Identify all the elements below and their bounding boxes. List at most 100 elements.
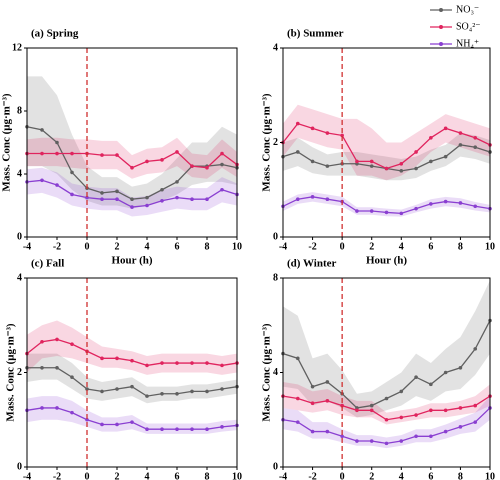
marker <box>100 356 104 361</box>
marker <box>310 126 315 131</box>
y-tick-label: 4 <box>273 42 278 53</box>
legend-label: SO₄²⁻ <box>456 21 481 32</box>
marker <box>399 389 404 394</box>
plot-frame <box>26 47 238 238</box>
marker <box>473 347 478 351</box>
marker <box>145 195 149 200</box>
marker <box>399 211 404 216</box>
marker <box>369 439 374 443</box>
marker <box>458 143 463 147</box>
marker <box>190 164 194 168</box>
marker <box>369 164 374 168</box>
marker <box>429 434 433 439</box>
x-tick-label: 4 <box>145 471 150 480</box>
y-tick-label: 0 <box>273 231 278 242</box>
marker <box>429 202 433 206</box>
marker <box>190 197 194 201</box>
legend-label: NH₄⁺ <box>456 38 479 49</box>
marker <box>100 153 104 157</box>
panel: 0 2 4 -4 -2 0 2 4 6 8 10 Hour (h) Mass. Conc (μg·m⁻³… <box>261 4 495 266</box>
marker <box>355 209 359 213</box>
marker <box>55 183 59 187</box>
marker <box>384 396 389 401</box>
x-tick-label: 4 <box>145 241 150 252</box>
marker <box>160 187 164 192</box>
x-tick-label: 0 <box>340 241 345 252</box>
marker <box>473 420 478 424</box>
band <box>283 192 490 217</box>
marker <box>40 178 44 183</box>
marker <box>399 161 404 166</box>
panel: 0 4 8 -4 -2 0 2 4 6 8 10 Hour (h) Mass. Conc (μg·m⁻³… <box>261 258 495 480</box>
marker <box>369 408 374 413</box>
x-tick-label: 6 <box>428 471 433 480</box>
marker <box>175 195 179 200</box>
marker <box>325 380 330 384</box>
marker <box>55 406 59 410</box>
x-tick-label: 4 <box>399 241 404 252</box>
marker <box>70 375 74 380</box>
marker <box>355 439 359 443</box>
marker <box>220 387 224 391</box>
marker <box>384 210 389 215</box>
marker <box>115 422 119 427</box>
marker <box>70 170 74 175</box>
band <box>27 320 237 375</box>
marker <box>295 197 300 201</box>
marker <box>429 382 433 387</box>
band <box>27 167 237 217</box>
marker <box>369 403 374 408</box>
x-tick-label: 8 <box>205 241 210 252</box>
y-tick-label: 2 <box>17 367 22 378</box>
marker <box>414 206 418 211</box>
marker <box>55 337 59 342</box>
marker <box>414 166 418 171</box>
y-axis-title: Mass. Conc (μg·m⁻³) <box>5 323 17 421</box>
panel-title: (a) Spring <box>31 28 79 40</box>
marker <box>384 417 389 422</box>
panel: 0 2 4 -4 -2 0 2 4 6 8 10 Hour (h) Mass. Conc (μg·m⁻³… <box>5 258 242 480</box>
x-tick-label: 6 <box>428 241 433 252</box>
marker <box>115 356 119 361</box>
marker <box>115 197 119 201</box>
marker <box>160 427 164 432</box>
marker <box>384 166 389 171</box>
y-tick-label: 4 <box>273 367 278 378</box>
marker <box>220 162 224 167</box>
marker <box>295 121 300 126</box>
marker <box>175 391 179 396</box>
marker <box>85 195 89 200</box>
marker <box>130 165 134 170</box>
marker <box>473 145 478 150</box>
x-tick-label: 2 <box>115 241 120 252</box>
band <box>27 76 237 209</box>
band <box>27 137 237 179</box>
x-tick-label: 10 <box>485 471 495 480</box>
marker <box>115 387 119 391</box>
marker <box>100 389 104 394</box>
marker <box>100 191 104 195</box>
marker <box>220 151 224 156</box>
marker <box>160 198 164 203</box>
x-tick-label: 8 <box>458 241 463 252</box>
marker <box>473 204 478 209</box>
x-tick-label: 10 <box>232 471 242 480</box>
x-tick-label: 2 <box>369 471 374 480</box>
marker <box>473 403 478 408</box>
marker <box>443 199 448 204</box>
y-tick-label: 0 <box>17 461 22 472</box>
marker <box>310 159 315 164</box>
marker <box>414 434 418 439</box>
marker <box>355 159 359 164</box>
marker <box>414 413 418 417</box>
marker <box>190 427 194 432</box>
marker <box>458 425 463 429</box>
marker <box>443 370 448 375</box>
x-axis-title: Hour (h) <box>111 255 152 267</box>
marker <box>458 131 463 135</box>
marker <box>40 365 44 370</box>
marker <box>295 150 300 154</box>
marker <box>85 417 89 422</box>
y-tick-label: 4 <box>17 272 22 283</box>
marker <box>160 158 164 162</box>
